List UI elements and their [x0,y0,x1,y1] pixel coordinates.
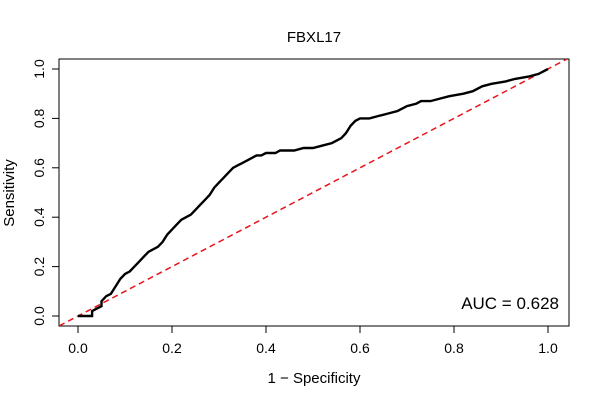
y-tick-label: 0.6 [31,158,47,178]
x-axis-label: 1 − Specificity [268,370,361,387]
series-layer [59,59,568,326]
auc-annotation: AUC = 0.628 [461,294,559,313]
x-tick-label: 0.8 [444,340,464,356]
x-tick-label: 0.4 [256,340,276,356]
x-tick-label: 1.0 [538,340,558,356]
x-tick-label: 0.2 [162,340,182,356]
y-tick-label: 0.8 [31,108,47,128]
plot-frame [58,58,570,327]
reference-diagonal-line [59,59,568,326]
y-tick-label: 0.2 [31,257,47,277]
x-tick-label: 0.0 [68,340,88,356]
y-axis-label: Sensitivity [1,159,18,227]
y-tick-label: 0.0 [31,306,47,326]
y-tick-label: 1.0 [31,59,47,79]
x-axis: 0.0 0.2 0.4 0.6 0.8 1.0 [68,325,558,356]
x-tick-label: 0.6 [350,340,370,356]
chart-title: FBXL17 [287,29,341,46]
roc-curve-line [78,67,549,318]
y-tick-label: 0.4 [31,207,47,227]
y-axis: 0.0 0.2 0.4 0.6 0.8 1.0 [31,59,60,326]
